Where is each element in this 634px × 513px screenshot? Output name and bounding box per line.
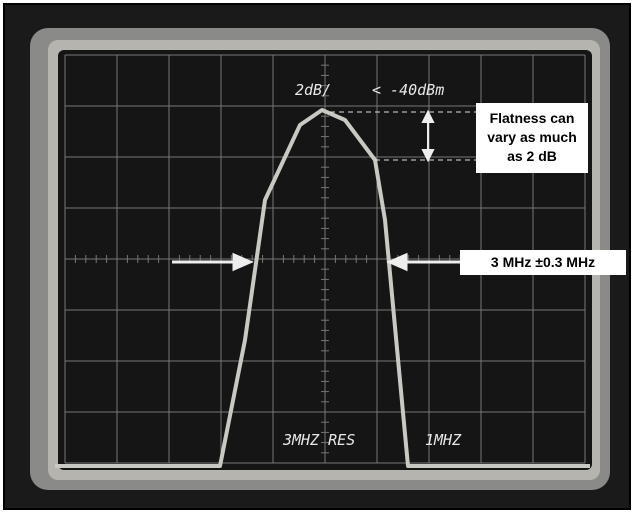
- flatness-line: as 2 dB: [507, 148, 557, 164]
- scale-label: 2dB/: [295, 81, 331, 99]
- flatness-box: [476, 103, 588, 173]
- flatness-line: vary as much: [487, 129, 577, 145]
- flatness-line: Flatness can: [490, 110, 575, 126]
- bandwidth-box: [460, 250, 626, 275]
- flatness-arrow: [421, 109, 435, 163]
- span-label: 1MHZ: [425, 431, 462, 449]
- trace: [55, 108, 590, 468]
- resolution-label: 3MHZ RES: [282, 431, 355, 449]
- flatness-guides: [330, 111, 478, 161]
- bandwidth-label: 3 MHz ±0.3 MHz: [491, 254, 595, 270]
- reference-label: < -40dBm: [372, 81, 444, 99]
- bandwidth-arrows: [172, 252, 462, 272]
